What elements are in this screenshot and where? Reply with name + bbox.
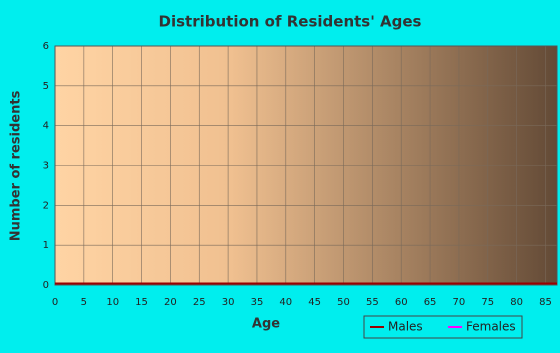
x-axis-label: Age xyxy=(252,317,280,332)
x-tick-label: 80 xyxy=(510,297,523,308)
y-tick-label: 3 xyxy=(43,161,49,172)
chart-title: Distribution of Residents' Ages xyxy=(159,13,422,31)
x-tick-label: 85 xyxy=(539,297,552,308)
y-tick-label: 0 xyxy=(43,280,49,291)
y-tick-label: 2 xyxy=(43,200,49,211)
x-tick-label: 25 xyxy=(193,297,206,308)
legend-label: Females xyxy=(466,320,516,334)
x-tick-label: 40 xyxy=(279,297,292,308)
x-tick-label: 50 xyxy=(337,297,350,308)
x-tick-label: 10 xyxy=(106,297,119,308)
y-tick-label: 5 xyxy=(43,81,49,92)
x-tick-label: 30 xyxy=(222,297,235,308)
y-tick-label: 4 xyxy=(43,121,49,132)
legend-label: Males xyxy=(388,320,423,334)
x-tick-label: 35 xyxy=(251,297,264,308)
x-tick-label: 60 xyxy=(395,297,408,308)
x-tick-label: 45 xyxy=(308,297,321,308)
y-tick-label: 6 xyxy=(43,41,49,52)
plot-border xyxy=(54,45,558,286)
x-tick-label: 0 xyxy=(52,297,58,308)
x-tick-label: 55 xyxy=(366,297,379,308)
y-axis-label: Number of residents xyxy=(9,90,24,241)
x-tick-label: 65 xyxy=(424,297,437,308)
legend-box xyxy=(363,315,523,339)
x-tick-label: 75 xyxy=(481,297,494,308)
x-tick-label: 20 xyxy=(164,297,177,308)
y-tick-label: 1 xyxy=(43,240,49,251)
x-tick-label: 5 xyxy=(81,297,87,308)
x-tick-label: 15 xyxy=(135,297,148,308)
x-tick-label: 70 xyxy=(453,297,466,308)
